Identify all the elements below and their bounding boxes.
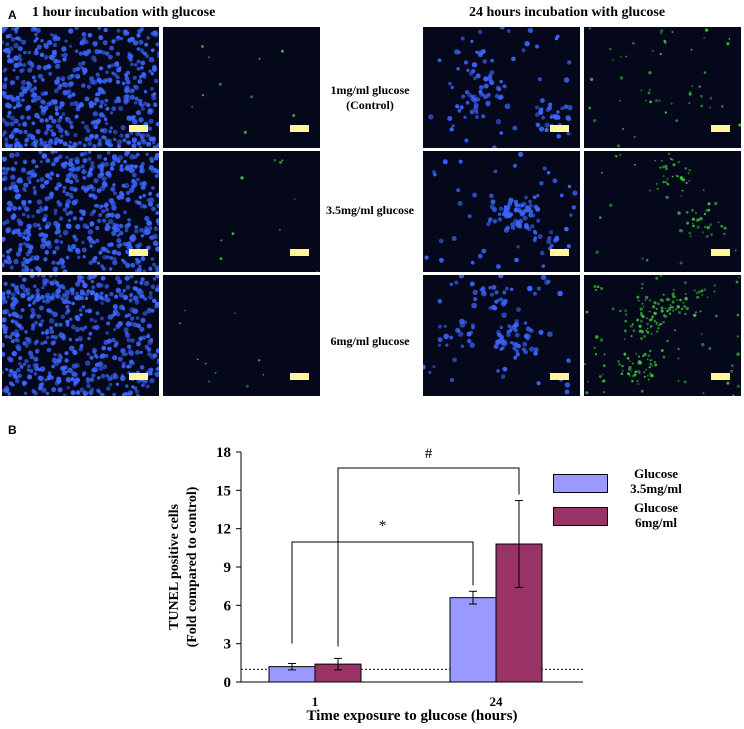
micrograph-1h-3.5mg-dapi bbox=[2, 151, 159, 272]
y-axis-label: TUNEL positive cells bbox=[167, 503, 182, 630]
significance-bracket-star bbox=[291, 541, 474, 644]
scale-bar bbox=[711, 125, 730, 132]
legend-label-6mg: Glucose 6mg/ml bbox=[633, 500, 679, 530]
scale-bar bbox=[550, 373, 569, 380]
legend-swatch-3.5mg bbox=[553, 474, 608, 493]
micrograph-1h-control-dapi bbox=[2, 27, 159, 148]
x-tick-label: 24 bbox=[490, 694, 504, 709]
annotation-hash: # bbox=[425, 446, 433, 462]
scale-bar bbox=[711, 373, 730, 380]
micrograph-24h-6mg-tunel bbox=[584, 275, 741, 396]
panel-b-letter: B bbox=[8, 423, 17, 437]
scale-bar bbox=[711, 249, 730, 256]
significance-bracket-hash bbox=[337, 467, 520, 647]
right-column-title: 24 hours incubation with glucose bbox=[469, 5, 666, 20]
panel-a-letter: A bbox=[8, 8, 17, 22]
tunel-bar-chart: 0 3 6 9 12 15 18 1 24 * # Time exposure to glucose … bbox=[167, 445, 585, 724]
micrograph-1h-3.5mg-tunel bbox=[163, 151, 320, 272]
y-tick-label: 18 bbox=[216, 445, 231, 461]
scale-bar bbox=[129, 249, 148, 256]
micrograph-1h-control-tunel bbox=[163, 27, 320, 148]
micrograph-24h-6mg-dapi bbox=[423, 275, 580, 396]
y-tick-label: 3 bbox=[224, 637, 232, 653]
micrograph-1h-6mg-tunel bbox=[163, 275, 320, 396]
row-label-3.5mg: 3.5mg/ml glucose bbox=[326, 203, 414, 217]
legend-label-3.5mg: Glucose 3.5mg/ml bbox=[630, 466, 682, 496]
scale-bar bbox=[290, 249, 309, 256]
y-tick-label: 0 bbox=[224, 675, 232, 691]
scale-bar bbox=[550, 249, 569, 256]
y-tick-label: 6 bbox=[224, 598, 232, 614]
micrograph-24h-control-dapi bbox=[423, 27, 580, 148]
left-column-title: 1 hour incubation with glucose bbox=[32, 5, 216, 20]
micrograph-24h-3.5mg-tunel bbox=[584, 151, 741, 272]
bar-3.5mg-24h bbox=[449, 597, 497, 683]
scale-bar bbox=[129, 373, 148, 380]
micrograph-24h-control-tunel bbox=[584, 27, 741, 148]
scale-bar bbox=[129, 125, 148, 132]
micrograph-24h-3.5mg-dapi bbox=[423, 151, 580, 272]
y-axis-label-2: (Fold compared to control) bbox=[185, 486, 200, 647]
y-tick-label: 15 bbox=[216, 483, 231, 499]
y-tick-label: 12 bbox=[216, 522, 231, 538]
row-label-6mg: 6mg/ml glucose bbox=[330, 334, 410, 348]
annotation-star: * bbox=[379, 518, 387, 534]
scale-bar bbox=[290, 125, 309, 132]
x-axis-label: Time exposure to glucose (hours) bbox=[306, 708, 517, 724]
scale-bar bbox=[290, 373, 309, 380]
row-label-control: 1mg/ml glucose (Control) bbox=[330, 83, 410, 112]
legend-swatch-6mg bbox=[553, 507, 608, 526]
y-tick-label: 9 bbox=[224, 560, 232, 576]
x-tick-label: 1 bbox=[312, 694, 319, 709]
micrograph-1h-6mg-dapi bbox=[2, 275, 159, 396]
scale-bar bbox=[550, 125, 569, 132]
